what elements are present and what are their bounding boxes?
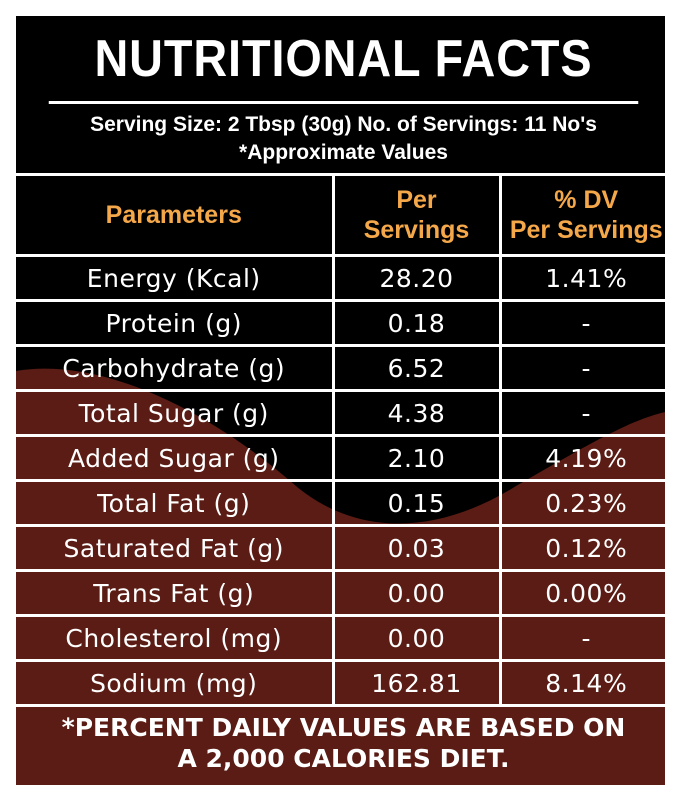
serving-size-text: Serving Size: 2 Tbsp (30g) No. of Servin… [90, 112, 597, 136]
header-per-servings-line1: Per [396, 186, 437, 214]
parameter-cell: Sodium (mg) [16, 659, 335, 707]
dv-cell: - [498, 614, 665, 662]
header-dv: % DV Per Servings [498, 176, 665, 257]
header-parameters: Parameters [16, 176, 335, 257]
nutrition-panel: NUTRITIONAL FACTS Serving Size: 2 Tbsp (… [13, 13, 668, 788]
parameter-cell: Trans Fat (g) [16, 569, 335, 617]
header-dv-line1: % DV [554, 186, 619, 214]
footnote-line2: A 2,000 CALORIES DIET. [177, 744, 510, 773]
page-title: NUTRITIONAL FACTS [48, 16, 639, 104]
table-row: Cholesterol (mg) 0.00 - [16, 614, 665, 662]
serving-info: Serving Size: 2 Tbsp (30g) No. of Servin… [16, 104, 665, 176]
parameter-cell: Carbohydrate (g) [16, 344, 335, 392]
dv-cell: 0.12% [498, 524, 665, 572]
dv-cell: 4.19% [498, 434, 665, 482]
table-row: Protein (g) 0.18 - [16, 299, 665, 347]
per-serving-cell: 4.38 [331, 389, 502, 437]
parameter-cell: Protein (g) [16, 299, 335, 347]
facts-grid: NUTRITIONAL FACTS Serving Size: 2 Tbsp (… [16, 16, 665, 779]
header-dv-line2: Per Servings [509, 216, 663, 244]
per-serving-cell: 0.15 [331, 479, 502, 527]
parameter-cell: Total Fat (g) [16, 479, 335, 527]
dv-cell: - [498, 299, 665, 347]
nutrition-table: Parameters Per Servings % DV Per Serving… [16, 176, 665, 707]
per-serving-cell: 6.52 [331, 344, 502, 392]
dv-cell: - [498, 344, 665, 392]
per-serving-cell: 0.00 [331, 569, 502, 617]
per-serving-cell: 2.10 [331, 434, 502, 482]
header-per-servings-line2: Servings [363, 216, 470, 244]
per-serving-cell: 28.20 [331, 255, 502, 302]
dv-cell: 8.14% [498, 659, 665, 707]
table-row: Total Sugar (g) 4.38 - [16, 389, 665, 437]
table-row: Added Sugar (g) 2.10 4.19% [16, 434, 665, 482]
table-row: Saturated Fat (g) 0.03 0.12% [16, 524, 665, 572]
per-serving-cell: 162.81 [331, 659, 502, 707]
parameter-cell: Added Sugar (g) [16, 434, 335, 482]
table-row: Trans Fat (g) 0.00 0.00% [16, 569, 665, 617]
table-header-row: Parameters Per Servings % DV Per Serving… [16, 176, 665, 257]
parameter-cell: Total Sugar (g) [16, 389, 335, 437]
dv-cell: 0.00% [498, 569, 665, 617]
per-serving-cell: 0.00 [331, 614, 502, 662]
parameter-cell: Cholesterol (mg) [16, 614, 335, 662]
approximate-note: *Approximate Values [239, 140, 448, 164]
dv-cell: 1.41% [498, 255, 665, 302]
table-row: Sodium (mg) 162.81 8.14% [16, 659, 665, 707]
dv-cell: - [498, 389, 665, 437]
header-per-servings: Per Servings [331, 176, 502, 257]
parameter-cell: Saturated Fat (g) [16, 524, 335, 572]
table-row: Total Fat (g) 0.15 0.23% [16, 479, 665, 527]
footnote-line1: *PERCENT DAILY VALUES ARE BASED ON [61, 713, 626, 742]
per-serving-cell: 0.03 [331, 524, 502, 572]
parameter-cell: Energy (Kcal) [16, 255, 335, 302]
table-row: Energy (Kcal) 28.20 1.41% [16, 255, 665, 302]
dv-cell: 0.23% [498, 479, 665, 527]
per-serving-cell: 0.18 [331, 299, 502, 347]
daily-value-footnote: *PERCENT DAILY VALUES ARE BASED ON A 2,0… [16, 707, 665, 779]
table-row: Carbohydrate (g) 6.52 - [16, 344, 665, 392]
